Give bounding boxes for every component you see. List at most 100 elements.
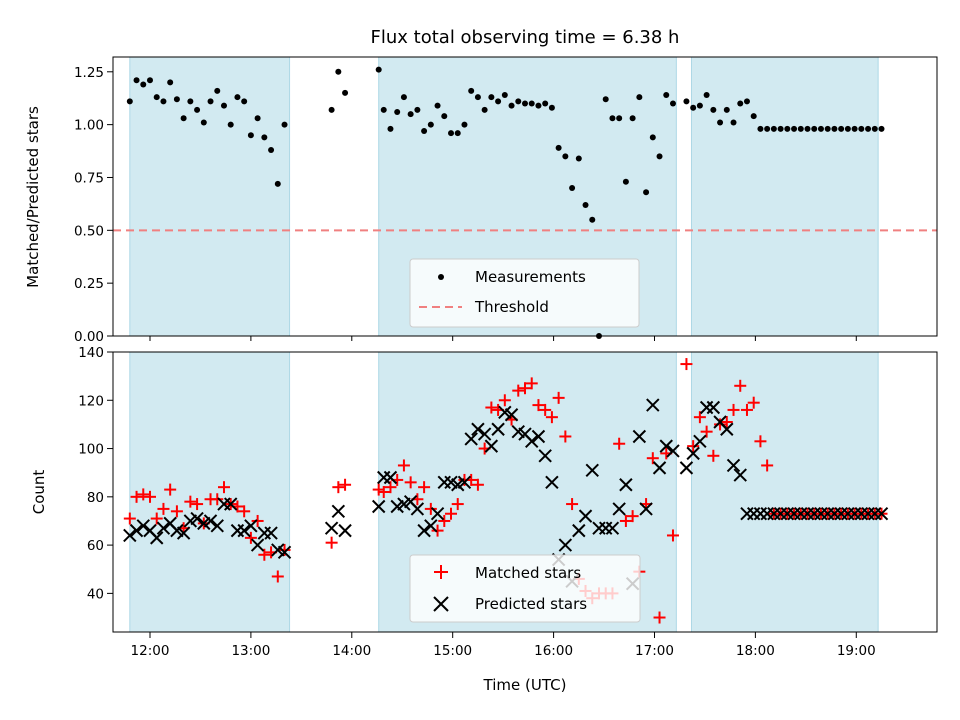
matched-star-point [170, 505, 183, 518]
matched-star-point [552, 391, 565, 404]
measurement-point [508, 102, 515, 109]
matched-star-point [431, 524, 444, 537]
x-tick-label: 18:00 [736, 643, 775, 659]
matched-star-point [211, 493, 224, 506]
measurement-point [784, 125, 791, 132]
matched-star-point [525, 377, 538, 390]
measurement-point [461, 121, 468, 128]
predicted-star-point [417, 523, 431, 538]
measurement-point [421, 127, 428, 134]
predicted-star-point [244, 519, 258, 533]
measurement-point [562, 153, 569, 160]
measurement-point [764, 125, 771, 132]
predicted-star-point [224, 497, 238, 511]
matched-star-point [123, 512, 136, 525]
x-tick-label: 15:00 [433, 643, 472, 659]
x-tick-label: 17:00 [635, 643, 674, 659]
bottom-y-ticks: 40 60 80 100 120 140 [78, 345, 113, 602]
measurement-point [871, 125, 878, 132]
predicted-star-point [430, 507, 445, 521]
matched-star-point [485, 401, 498, 414]
matched-star-point [545, 411, 558, 424]
bottom-y-axis-label: Count [30, 470, 48, 515]
measurement-point [328, 106, 335, 113]
matched-star-point [761, 459, 774, 472]
measurement-point [220, 102, 227, 109]
measurement-point [528, 100, 535, 107]
matched-star-point [377, 486, 390, 498]
measurement-point [146, 77, 153, 84]
measurement-point [394, 108, 401, 115]
measurement-point [555, 144, 562, 151]
predicted-star-point [726, 458, 741, 473]
predicted-star-point [410, 502, 425, 516]
predicted-star-point [504, 408, 519, 422]
matched-star-point [512, 384, 525, 397]
predicted-star-point [686, 446, 700, 461]
matched-star-point [184, 495, 197, 508]
measurement-point [335, 68, 342, 75]
measurement-point [501, 92, 508, 99]
matched-star-point [619, 514, 632, 527]
top-legend-box [409, 258, 640, 328]
measurement-point [200, 119, 207, 126]
matched-star-point [424, 502, 437, 515]
measurement-point [180, 115, 187, 122]
matched-star-point [251, 514, 264, 527]
predicted-star-point [129, 523, 144, 538]
matched-star-point [238, 505, 251, 518]
legend-predicted-label: Predicted stars [475, 595, 587, 613]
predicted-star-point [324, 521, 339, 535]
matched-star-point [714, 418, 727, 431]
predicted-star-point [237, 523, 251, 538]
measurement-point [133, 77, 140, 84]
measurement-point [791, 125, 798, 132]
measurement-point [851, 125, 858, 132]
measurement-point [474, 94, 481, 101]
measurement-point [757, 125, 764, 132]
measurement-point [274, 180, 281, 187]
y-tick-label: 0.25 [74, 276, 104, 292]
measurement-point [342, 89, 349, 96]
predicted-star-point [733, 468, 747, 482]
predicted-star-point [210, 519, 224, 533]
predicted-star-point [538, 449, 552, 463]
measurement-point [717, 119, 724, 126]
predicted-star-point [706, 400, 721, 415]
top-legend: Measurements Threshold [409, 258, 640, 328]
predicted-star-point [619, 478, 633, 492]
matched-star-point [244, 531, 257, 544]
predicted-star-point [190, 511, 204, 526]
matched-star-point [404, 476, 417, 489]
matched-star-point [438, 514, 451, 527]
y-tick-label: 60 [87, 538, 104, 554]
matched-star-point [754, 435, 767, 448]
legend-predicted-marker [433, 596, 449, 612]
predicted-star-point [632, 429, 647, 444]
measurement-point [629, 115, 636, 122]
matched-star-point [445, 507, 458, 520]
matched-star-point [451, 498, 464, 511]
legend-measurement-marker [438, 274, 444, 280]
top-axes-frame [112, 56, 938, 337]
matched-star-point [707, 449, 720, 462]
predicted-star-point [176, 526, 191, 540]
matched-star-point [164, 483, 177, 496]
matched-star-point [397, 459, 410, 472]
x-tick-label: 12:00 [131, 643, 170, 659]
y-tick-label: 80 [87, 490, 104, 506]
predicted-star-point [203, 514, 218, 528]
x-tick-label: 14:00 [332, 643, 371, 659]
legend-matched-marker [434, 565, 448, 579]
measurement-point [173, 96, 180, 103]
top-y-axis-label: Matched/Predicted stars [24, 106, 42, 288]
predicted-star-point [156, 521, 171, 535]
measurement-point [167, 79, 174, 86]
matched-star-point [740, 403, 753, 416]
measurement-point [214, 87, 221, 94]
predicted-star-point [646, 398, 660, 412]
measurement-point [542, 100, 549, 107]
predicted-star-point [666, 444, 680, 458]
matched-star-point [680, 358, 693, 371]
y-tick-label: 40 [87, 586, 104, 602]
